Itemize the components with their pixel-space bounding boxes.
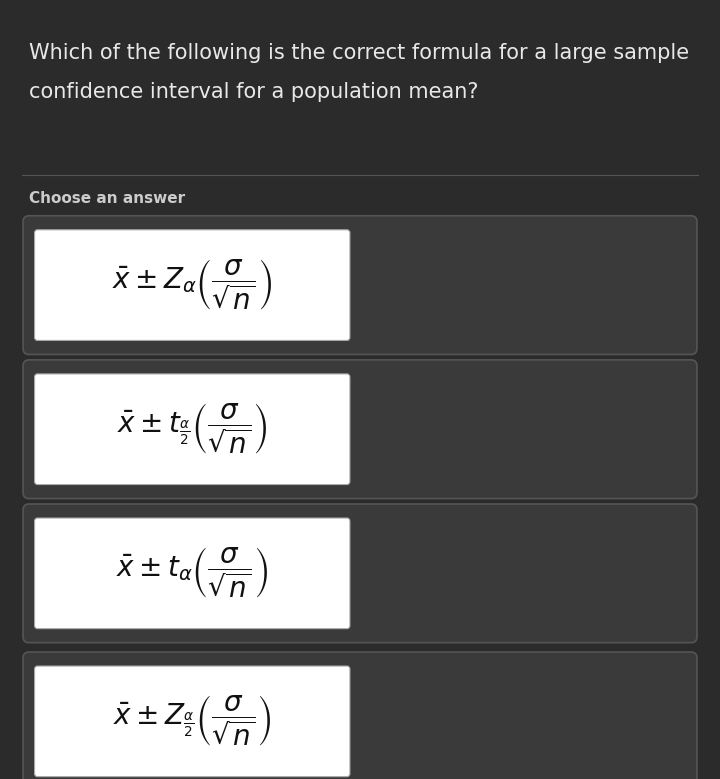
Text: Which of the following is the correct formula for a large sample: Which of the following is the correct fo… — [29, 43, 689, 63]
FancyBboxPatch shape — [23, 504, 697, 643]
Text: $\bar{x} \pm Z_{\frac{\alpha}{2}} \left( \dfrac{\sigma}{\sqrt{n}} \right)$: $\bar{x} \pm Z_{\frac{\alpha}{2}} \left(… — [113, 694, 271, 749]
FancyBboxPatch shape — [23, 216, 697, 354]
FancyBboxPatch shape — [35, 374, 350, 485]
Text: confidence interval for a population mean?: confidence interval for a population mea… — [29, 82, 478, 102]
FancyBboxPatch shape — [23, 360, 697, 499]
FancyBboxPatch shape — [35, 518, 350, 629]
Text: $\bar{x} \pm t_{\frac{\alpha}{2}} \left( \dfrac{\sigma}{\sqrt{n}} \right)$: $\bar{x} \pm t_{\frac{\alpha}{2}} \left(… — [117, 402, 268, 456]
Text: Choose an answer: Choose an answer — [29, 191, 185, 206]
FancyBboxPatch shape — [35, 666, 350, 777]
Text: $\bar{x} \pm Z_{\alpha} \left( \dfrac{\sigma}{\sqrt{n}} \right)$: $\bar{x} \pm Z_{\alpha} \left( \dfrac{\s… — [112, 258, 272, 312]
FancyBboxPatch shape — [23, 652, 697, 779]
Text: $\bar{x} \pm t_{\alpha} \left( \dfrac{\sigma}{\sqrt{n}} \right)$: $\bar{x} \pm t_{\alpha} \left( \dfrac{\s… — [116, 546, 269, 601]
FancyBboxPatch shape — [35, 230, 350, 340]
